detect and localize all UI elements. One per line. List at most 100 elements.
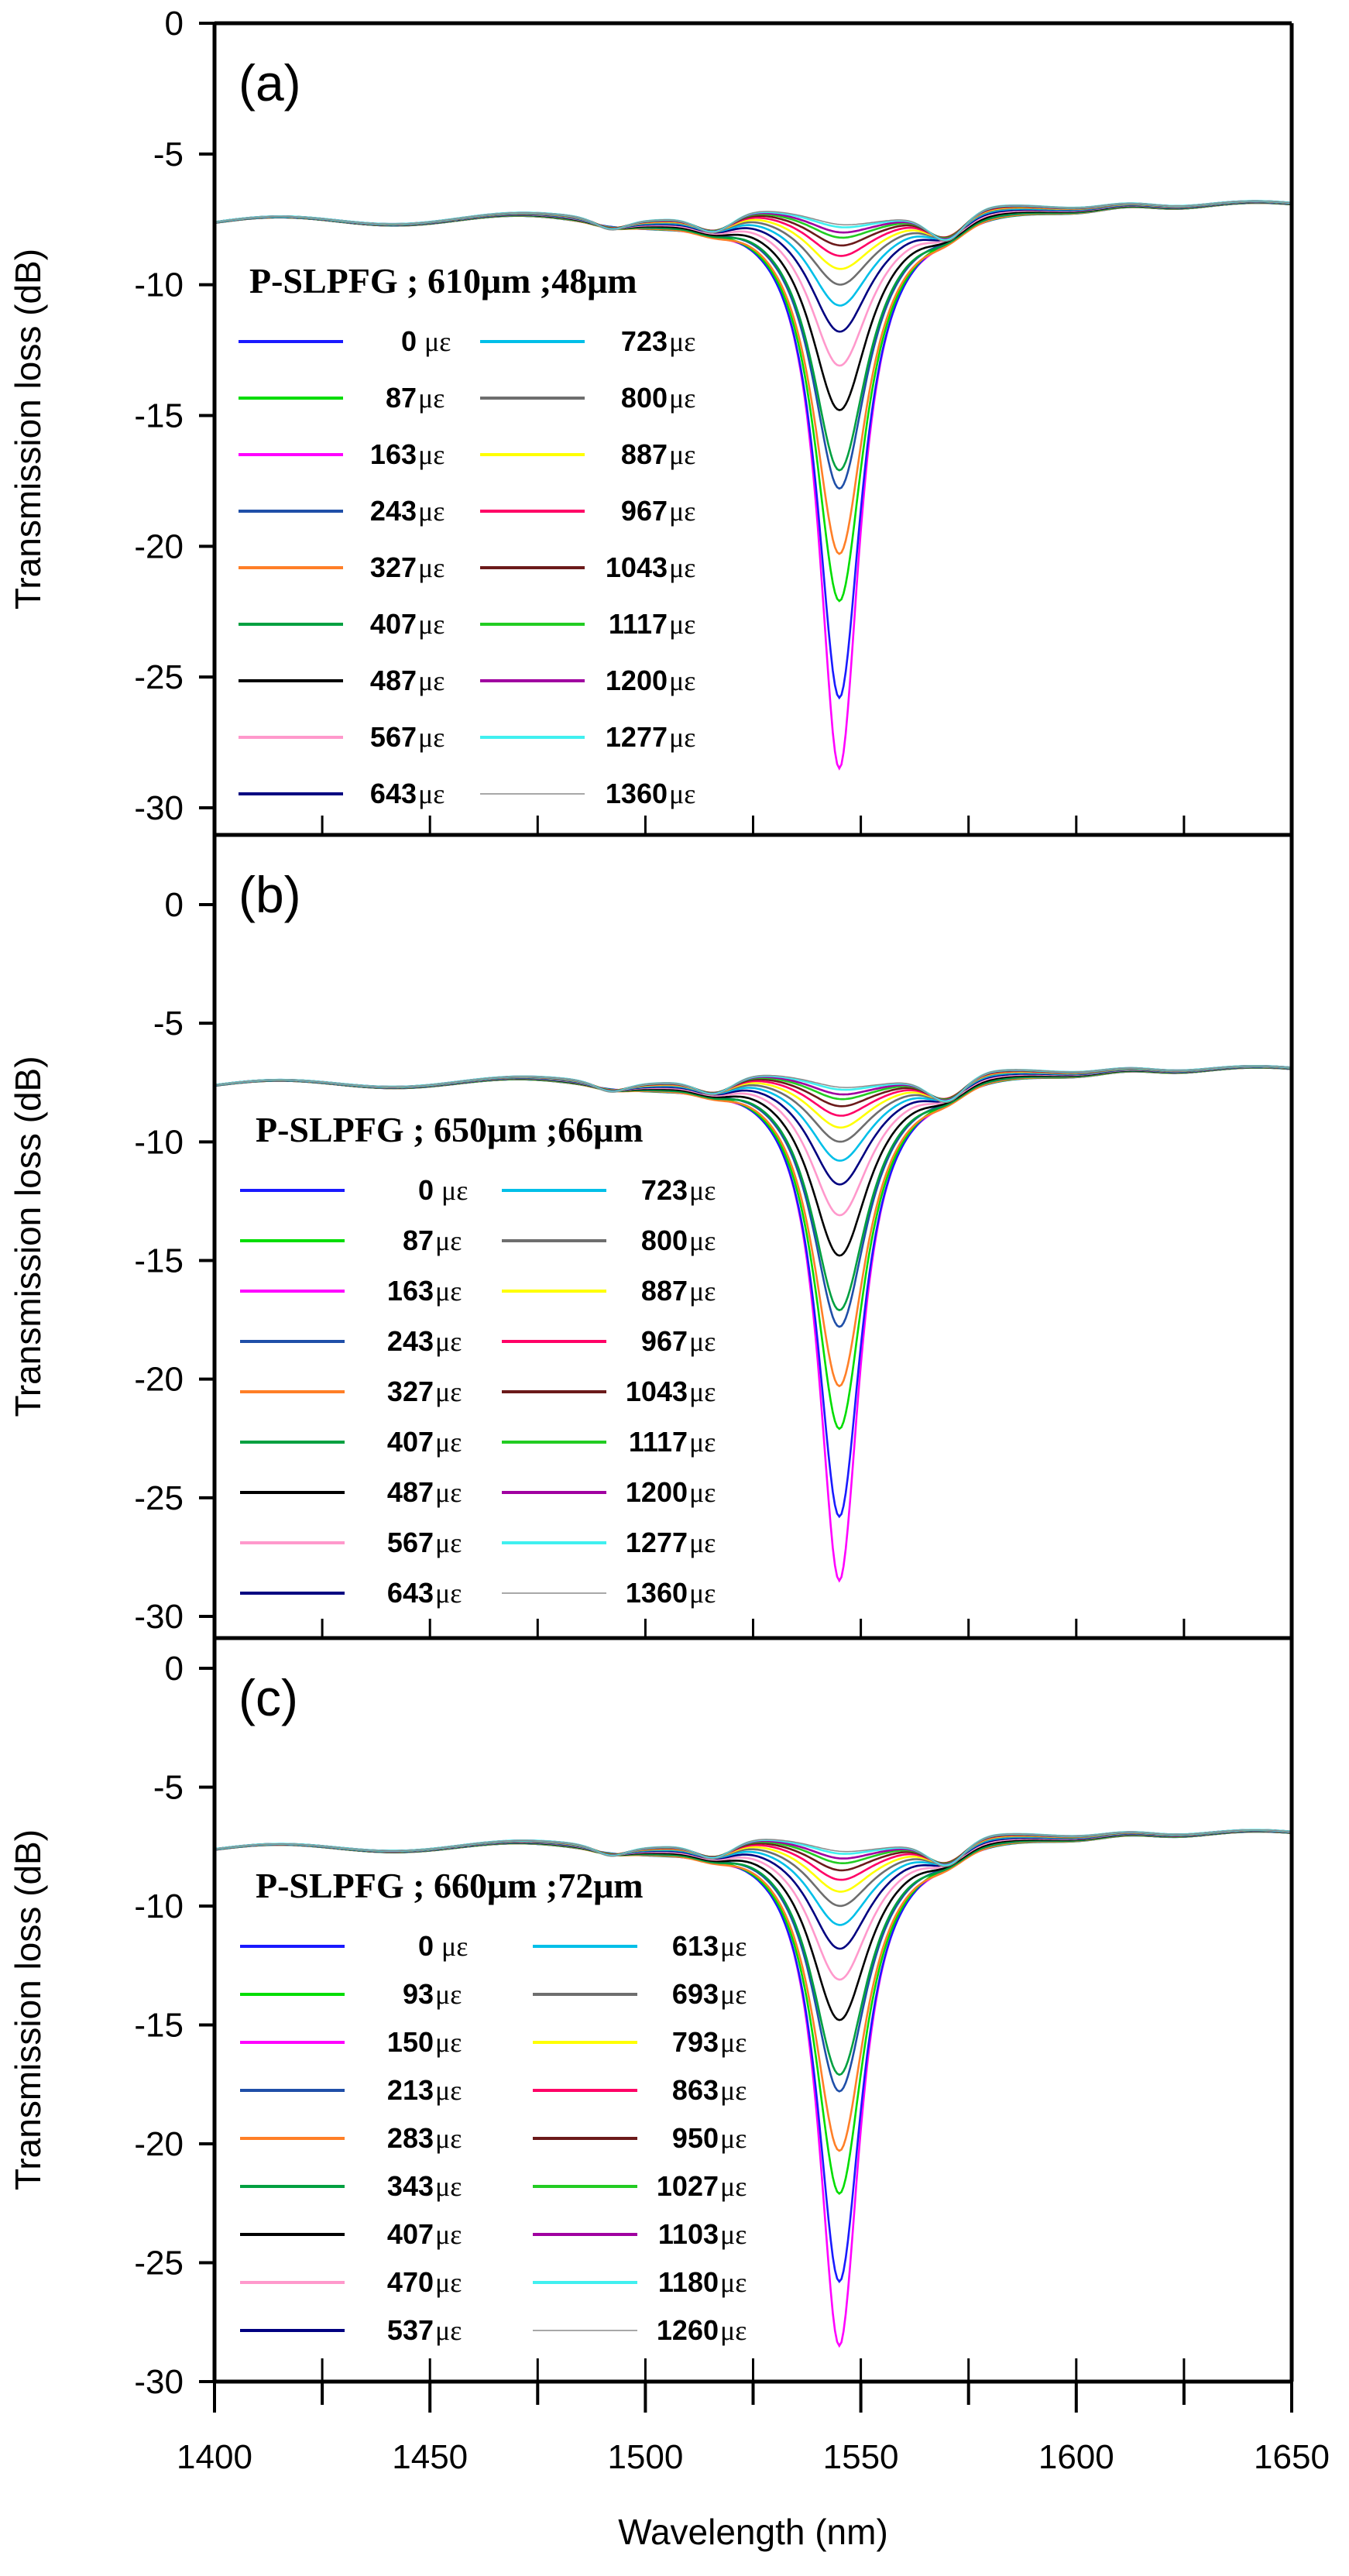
legend-label: 407 <box>370 608 417 640</box>
legend-item: 343 με <box>240 2170 462 2202</box>
legend-item: 1200 με <box>480 665 695 696</box>
y-tick-label: -20 <box>134 527 184 565</box>
legend-label: 0 <box>418 1930 434 1962</box>
legend-item: 487 με <box>239 665 445 696</box>
panel-label: (a) <box>239 54 301 112</box>
legend-unit: με <box>669 552 695 583</box>
legend-label: 1360 <box>606 778 668 809</box>
legend-label: 800 <box>621 382 668 414</box>
legend-item: 93 με <box>240 1978 462 2010</box>
y-tick-label: -15 <box>134 397 184 435</box>
legend-label: 487 <box>387 1476 434 1508</box>
legend-unit: με <box>435 2075 462 2106</box>
legend-unit: με <box>435 2171 462 2202</box>
legend-item: 967 με <box>480 495 695 527</box>
legend-label: 1260 <box>657 2314 719 2346</box>
legend-label: 693 <box>672 1978 719 2010</box>
legend-label: 93 <box>403 1978 434 2010</box>
chart-panel-2: 0 -5 -10 -15 -20 -25 -30 Transmission loss (dB)… <box>8 833 1294 1640</box>
series-line <box>215 1829 1292 1867</box>
legend-label: 1043 <box>606 551 668 583</box>
legend-unit: με <box>441 1175 468 1206</box>
legend-item: 567 με <box>239 721 445 753</box>
y-tick-label: -25 <box>134 1479 184 1517</box>
x-tick-label: 1550 <box>823 2438 899 2476</box>
legend-unit: με <box>435 1427 462 1458</box>
legend-unit: με <box>418 496 445 527</box>
legend-label: 793 <box>672 2026 719 2058</box>
legend-unit: με <box>435 2315 462 2346</box>
legend-unit: με <box>720 2219 747 2250</box>
y-axis-title: Transmission loss (dB) <box>8 249 48 610</box>
series-line <box>215 1065 1292 1104</box>
legend-item: 407 με <box>240 1426 462 1458</box>
legend-label: 470 <box>387 2266 434 2298</box>
legend-unit: με <box>669 439 695 470</box>
legend-item: 887 με <box>480 438 695 470</box>
legend-item: 643 με <box>239 778 445 809</box>
legend-unit: με <box>720 1979 747 2010</box>
legend-unit: με <box>441 1931 468 1962</box>
legend-label: 243 <box>387 1325 434 1357</box>
legend-label: 87 <box>403 1224 434 1256</box>
series-group <box>215 1065 1292 1583</box>
legend-label: 327 <box>387 1376 434 1407</box>
legend-item: 87 με <box>239 382 445 414</box>
legend-item: 327 με <box>240 1376 462 1407</box>
legend-unit: με <box>689 1527 716 1558</box>
series-group <box>215 200 1292 771</box>
legend-unit: με <box>669 383 695 414</box>
y-tick-label: -15 <box>134 2007 184 2045</box>
y-tick-label: -15 <box>134 1242 184 1280</box>
legend-item: 243 με <box>239 495 445 527</box>
legend-item: 950 με <box>533 2122 747 2154</box>
y-tick-label: 0 <box>165 5 184 43</box>
legend-label: 407 <box>387 1426 434 1458</box>
legend-unit: με <box>720 2075 747 2106</box>
legend-item: 0 με <box>239 325 451 357</box>
legend-label: 343 <box>387 2170 434 2202</box>
legend-item: 1200 με <box>502 1476 716 1508</box>
legend-item: 470 με <box>240 2266 462 2298</box>
legend-unit: με <box>720 2027 747 2058</box>
legend-unit: με <box>435 1979 462 2010</box>
legend-item: 283 με <box>240 2122 462 2154</box>
legend-unit: με <box>435 1225 462 1256</box>
legend-item: 213 με <box>240 2074 462 2106</box>
y-tick-label: -10 <box>134 266 184 304</box>
y-axis-title: Transmission loss (dB) <box>8 1056 48 1417</box>
legend-unit: με <box>435 2123 462 2154</box>
legend-item: 1360 με <box>502 1577 716 1609</box>
legend-item: 643 με <box>240 1577 462 1609</box>
legend-item: 407 με <box>239 608 445 640</box>
series-line <box>215 1066 1292 1312</box>
legend-label: 643 <box>387 1577 434 1609</box>
legend-label: 967 <box>621 495 668 527</box>
panel-label: (c) <box>239 1669 298 1726</box>
legend-unit: με <box>418 665 445 696</box>
legend-unit: με <box>689 1578 716 1609</box>
legend-item: 1360 με <box>480 778 695 809</box>
legend-label: 1200 <box>626 1476 688 1508</box>
legend-unit: με <box>435 1326 462 1357</box>
legend-unit: με <box>418 722 445 753</box>
legend-label: 567 <box>387 1527 434 1558</box>
series-line <box>215 200 1292 242</box>
series-line <box>215 1066 1292 1328</box>
y-tick-label: -5 <box>153 136 184 173</box>
legend-unit: με <box>418 439 445 470</box>
legend-item: 800 με <box>480 382 695 414</box>
legend-unit: με <box>435 1477 462 1508</box>
legend-item: 163 με <box>239 438 445 470</box>
legend-unit: με <box>669 326 695 357</box>
legend-unit: με <box>435 1276 462 1307</box>
legend-item: 163 με <box>240 1275 462 1307</box>
series-line <box>215 1830 1292 2348</box>
legend-unit: με <box>689 1175 716 1206</box>
y-tick-label: -30 <box>134 789 184 827</box>
legend-unit: με <box>720 2315 747 2346</box>
legend-label: 1200 <box>606 665 668 696</box>
legend-label: 283 <box>387 2122 434 2154</box>
y-tick-label: -30 <box>134 1598 184 1636</box>
